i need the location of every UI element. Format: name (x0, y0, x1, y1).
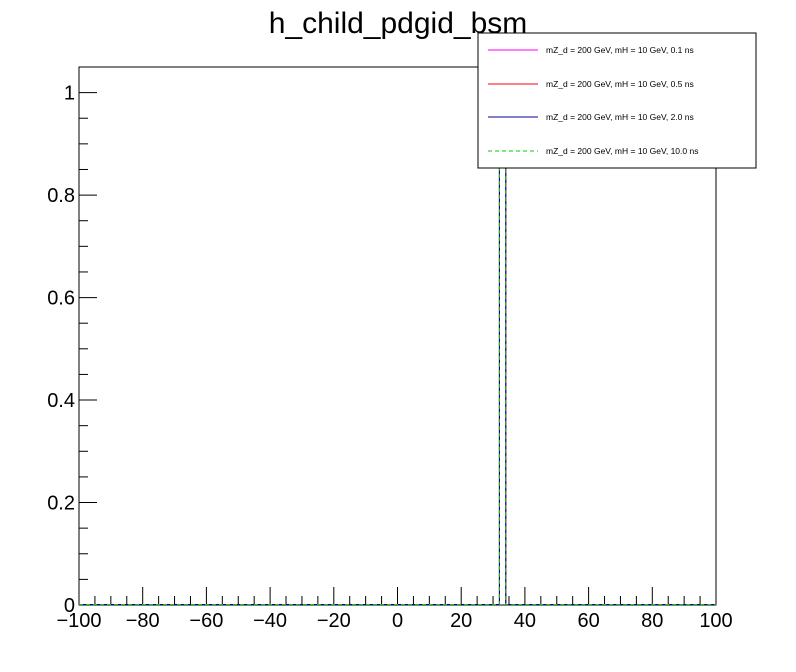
y-tick-label: 0.6 (47, 288, 75, 310)
axes: −100 −80 −60 −40 −20 0 20 40 60 80 100 0 0.2 0.4 0.6 0.… (47, 66, 733, 632)
legend-label: mZ_d = 200 GeV, mH = 10 GeV, 0.5 ns (546, 79, 694, 89)
x-tick-label: −40 (253, 610, 287, 632)
y-tick-label: 0 (64, 595, 75, 617)
x-tick-label: 20 (450, 610, 472, 632)
x-tick-label: −20 (317, 610, 351, 632)
y-tick-label: 0.2 (47, 493, 75, 515)
histogram-series-4 (79, 92, 716, 605)
x-tick-label: 0 (392, 610, 403, 632)
legend-label: mZ_d = 200 GeV, mH = 10 GeV, 2.0 ns (546, 112, 694, 122)
x-tick-label: −80 (126, 610, 160, 632)
legend-label: mZ_d = 200 GeV, mH = 10 GeV, 10.0 ns (546, 146, 698, 156)
x-tick-label: 80 (641, 610, 663, 632)
x-tick-label: −60 (189, 610, 223, 632)
y-tick-label: 0.8 (47, 185, 75, 207)
x-tick-label: 40 (514, 610, 536, 632)
legend-box (477, 32, 757, 169)
x-tick-label: 60 (577, 610, 599, 632)
legend: mZ_d = 200 GeV, mH = 10 GeV, 0.1 ns mZ_d … (477, 32, 757, 169)
legend-label: mZ_d = 200 GeV, mH = 10 GeV, 0.1 ns (546, 45, 694, 55)
y-tick-label: 0.4 (47, 390, 75, 412)
x-tick-label: −100 (56, 610, 101, 632)
y-tick-label: 1 (64, 83, 75, 105)
x-tick-label: 100 (699, 610, 732, 632)
